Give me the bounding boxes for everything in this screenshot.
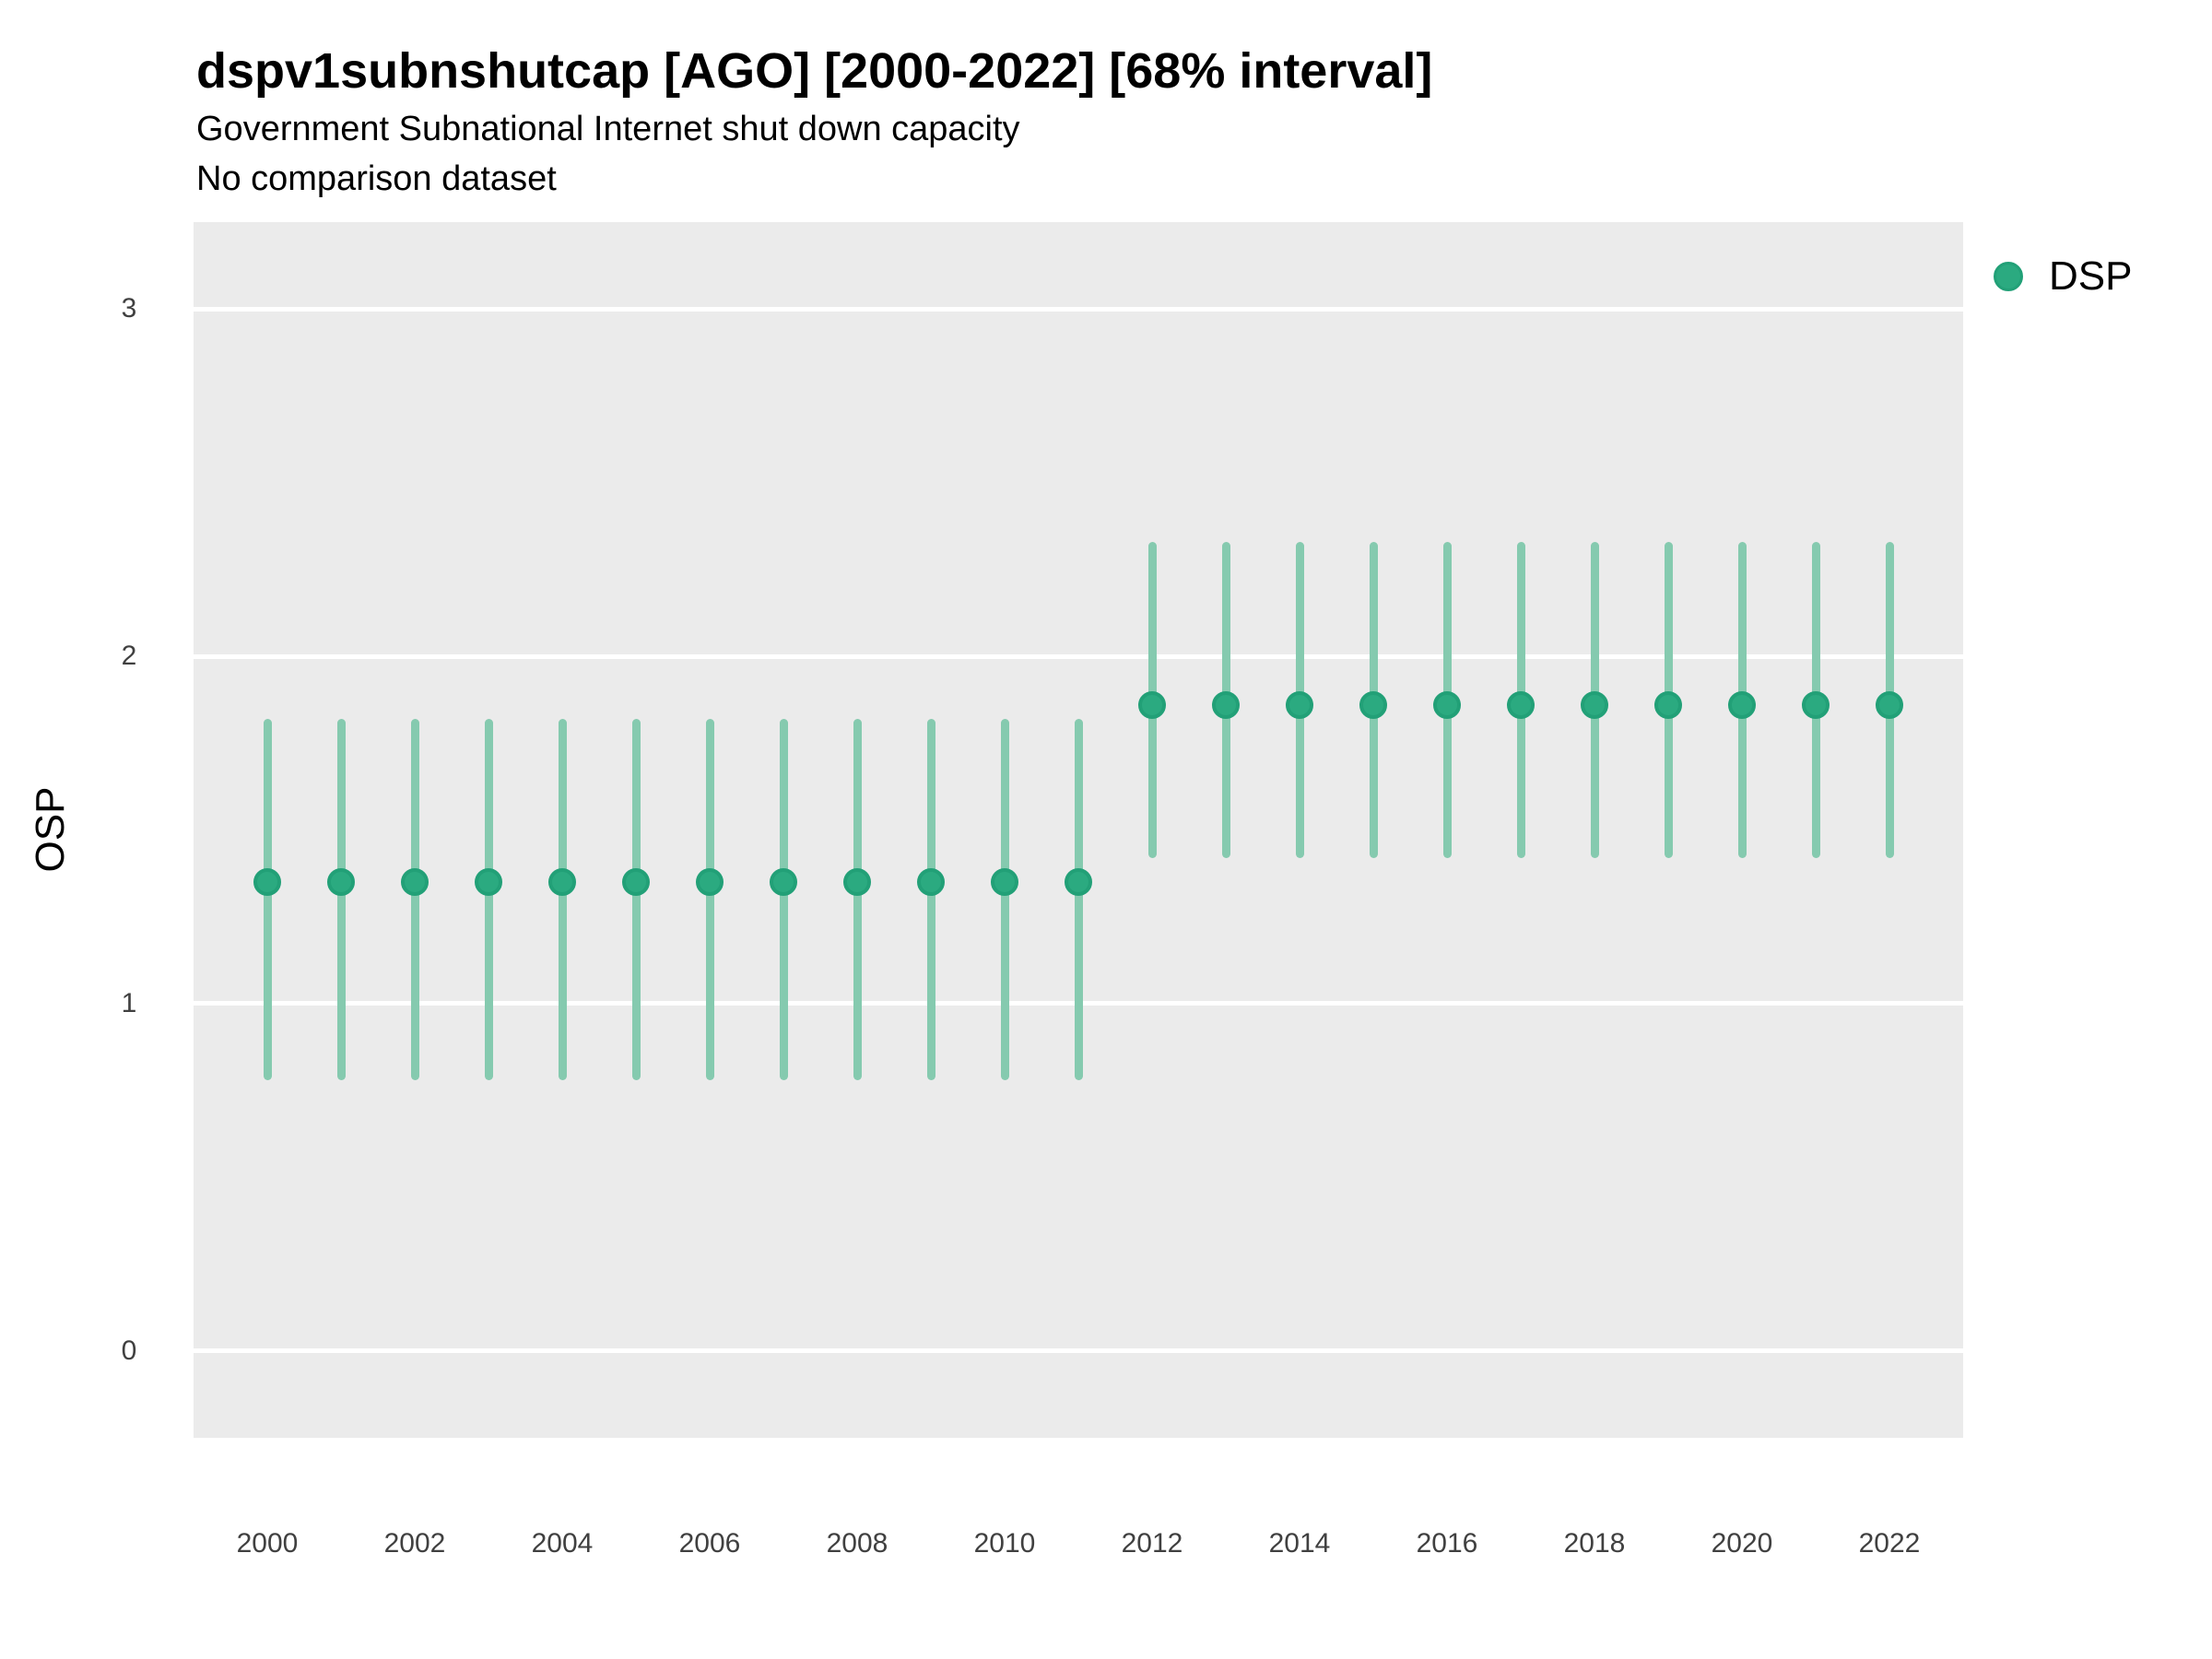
x-tick-label: 2008 [826, 1528, 888, 1559]
data-point [253, 868, 281, 897]
x-tick-label: 2012 [1121, 1528, 1183, 1559]
x-tick-label: 2006 [678, 1528, 741, 1559]
interval-bar [263, 718, 272, 1080]
interval-bar [484, 718, 493, 1080]
data-point [1359, 690, 1387, 719]
data-point [1581, 690, 1608, 719]
legend: DSP [1994, 251, 2132, 302]
legend-label: DSP [2049, 253, 2133, 299]
data-point [1728, 690, 1756, 719]
interval-bar [1074, 718, 1083, 1080]
plot-panel [194, 222, 1963, 1438]
data-point [548, 868, 576, 897]
data-point [1212, 690, 1240, 719]
data-point [401, 868, 429, 897]
y-tick-label: 1 [121, 987, 137, 1018]
y-gridline [194, 1348, 1963, 1354]
x-tick-label: 2022 [1858, 1528, 1921, 1559]
data-point [327, 868, 355, 897]
data-point [1433, 690, 1461, 719]
y-tick-label: 0 [121, 1335, 137, 1366]
y-gridline [194, 653, 1963, 659]
interval-bar [926, 718, 935, 1080]
data-point [1138, 690, 1166, 719]
data-point [622, 868, 650, 897]
data-point [917, 868, 945, 897]
x-tick-label: 2018 [1563, 1528, 1626, 1559]
data-point [475, 868, 502, 897]
y-gridline [194, 306, 1963, 312]
data-point [1507, 690, 1535, 719]
data-point [1802, 690, 1830, 719]
x-tick-label: 2000 [236, 1528, 299, 1559]
interval-bar [558, 718, 567, 1080]
interval-bar [1000, 718, 1009, 1080]
data-point [1286, 690, 1313, 719]
interval-bar [705, 718, 714, 1080]
data-point [1876, 690, 1903, 719]
x-tick-label: 2002 [383, 1528, 446, 1559]
y-tick-label: 3 [121, 293, 137, 324]
data-point [696, 868, 724, 897]
data-point [770, 868, 797, 897]
chart-subtitle: Government Subnational Internet shut dow… [196, 110, 1020, 148]
data-point [1065, 868, 1092, 897]
interval-bar [853, 718, 862, 1080]
interval-bar [779, 718, 788, 1080]
interval-bar [336, 718, 346, 1080]
legend-point-icon [1994, 262, 2023, 291]
y-tick-label: 2 [121, 641, 137, 672]
x-tick-label: 2016 [1416, 1528, 1478, 1559]
x-tick-label: 2014 [1268, 1528, 1331, 1559]
data-point [843, 868, 871, 897]
interval-bar [410, 718, 419, 1080]
x-tick-label: 2010 [973, 1528, 1036, 1559]
y-axis-title: OSP [28, 786, 73, 873]
data-point [991, 868, 1018, 897]
x-tick-label: 2020 [1711, 1528, 1773, 1559]
interval-bar [631, 718, 641, 1080]
chart-note: No comparison dataset [196, 159, 557, 198]
x-tick-label: 2004 [531, 1528, 594, 1559]
chart-title: dspv1subnshutcap [AGO] [2000-2022] [68% … [196, 43, 1433, 99]
data-point [1654, 690, 1682, 719]
